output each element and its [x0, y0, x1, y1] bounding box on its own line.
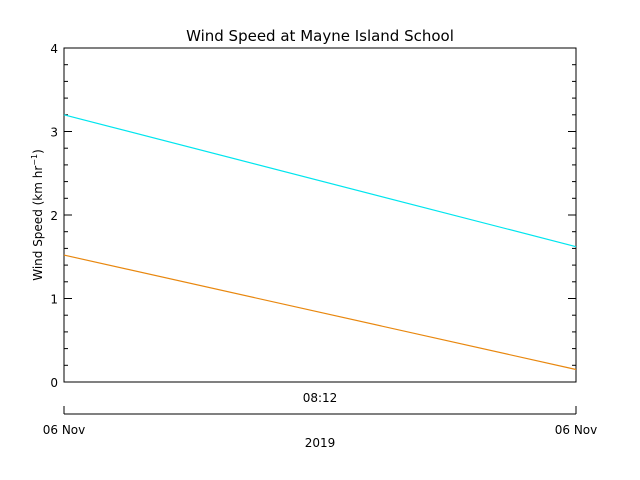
y-tick-label: 3 — [50, 126, 58, 140]
series-line-2 — [63, 254, 577, 371]
x-mid-time-label: 08:12 — [303, 391, 338, 405]
chart-title: Wind Speed at Mayne Island School — [186, 27, 454, 45]
minor-ticks — [64, 64, 576, 366]
y-tick-label: 0 — [50, 376, 58, 390]
x-right-date-label: 06 Nov — [555, 423, 598, 437]
y-axis-label-exponent: −1 — [30, 154, 39, 166]
y-axis-label: Wind Speed (km hr−1) — [30, 149, 45, 281]
y-tick-label: 1 — [50, 293, 58, 307]
series-line-1 — [63, 114, 577, 248]
x-year-label: 2019 — [305, 436, 336, 450]
data-series — [63, 114, 577, 371]
y-axis-ticks: 0 1 2 3 4 — [50, 42, 576, 390]
plot-frame — [63, 47, 577, 383]
y-tick-label: 2 — [50, 209, 58, 223]
x-left-date-label: 06 Nov — [43, 423, 86, 437]
y-tick-label: 4 — [50, 42, 58, 56]
